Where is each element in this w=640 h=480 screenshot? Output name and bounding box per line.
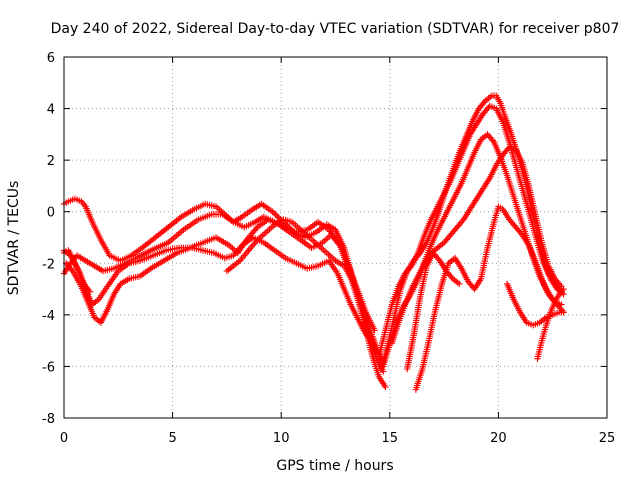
series-track-10: [412, 203, 565, 393]
x-tick-label: 0: [60, 431, 68, 446]
data-point: [456, 280, 463, 288]
y-tick-label: -8: [42, 412, 55, 427]
axis-ticks: 0 5 10 15 20 25 -8 -6 -4 -2 0 2 4 6: [42, 51, 615, 446]
data-point: [560, 309, 567, 316]
data-point: [558, 301, 565, 308]
data-point: [273, 212, 281, 220]
data-point: [485, 104, 492, 111]
data-point: [68, 266, 75, 273]
series-track-11: [403, 249, 463, 373]
data-point: [556, 281, 564, 289]
data-point: [272, 211, 279, 218]
data-point: [560, 285, 567, 293]
data-point: [269, 208, 276, 215]
data-point: [275, 214, 282, 221]
data-point: [517, 230, 525, 237]
x-tick-label: 25: [599, 431, 616, 446]
y-tick-label: -4: [42, 309, 55, 324]
y-tick-label: 0: [47, 206, 55, 221]
y-tick-label: 4: [47, 103, 55, 118]
series-track-9: [388, 144, 565, 347]
y-tick-label: 2: [47, 154, 55, 169]
series-track-13: [534, 285, 567, 362]
x-tick-label: 5: [168, 431, 176, 446]
series-track-12: [503, 280, 567, 329]
data-point: [489, 137, 496, 144]
data-point: [382, 383, 389, 391]
plot-frame: [63, 56, 608, 419]
data-point: [448, 274, 455, 281]
data-point: [270, 209, 278, 217]
series-track-14: [60, 247, 94, 295]
y-axis-label: SDTVAR / TECUs: [6, 181, 22, 296]
data-points: [60, 92, 567, 393]
x-tick-label: 20: [490, 431, 507, 446]
y-tick-label: 6: [47, 51, 55, 66]
data-point: [504, 145, 512, 152]
data-point: [435, 255, 442, 263]
x-tick-label: 15: [382, 431, 399, 446]
data-point: [480, 99, 488, 106]
series-track-5: [223, 216, 383, 357]
y-tick-label: -2: [42, 257, 55, 272]
x-axis-label: GPS time / hours: [276, 458, 393, 474]
data-point: [407, 264, 414, 271]
data-point: [86, 288, 94, 295]
data-point: [459, 217, 466, 225]
x-tick-label: 10: [273, 431, 290, 446]
grid: [64, 57, 607, 418]
series-track-7: [375, 102, 565, 360]
y-tick-label: -6: [42, 360, 55, 375]
chart-title: Day 240 of 2022, Sidereal Day-to-day VTE…: [51, 21, 620, 37]
